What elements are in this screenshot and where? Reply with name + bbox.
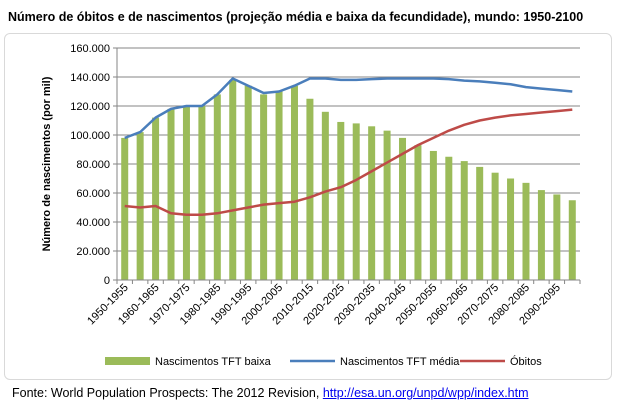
bar [383, 130, 391, 280]
y-tick-label: 40.000 [76, 217, 110, 229]
bar [476, 166, 484, 280]
y-tick-label: 60.000 [76, 188, 110, 200]
bar [537, 190, 545, 280]
bar [167, 108, 175, 281]
bar [275, 91, 283, 280]
y-tick-label: 100.000 [70, 130, 110, 142]
bar [121, 137, 129, 280]
y-tick-label: 0 [104, 275, 110, 287]
bar [507, 178, 515, 280]
bar [399, 137, 407, 280]
source-text: Fonte: World Population Prospects: The 2… [12, 386, 323, 400]
y-tick-label: 140.000 [70, 72, 110, 84]
legend-label: Nascimentos TFT baixa [155, 356, 272, 368]
bar [213, 94, 221, 281]
bar [152, 117, 160, 280]
bar [522, 182, 530, 280]
bar [491, 172, 499, 280]
chart-title: Número de óbitos e de nascimentos (proje… [8, 10, 584, 24]
bar [321, 111, 329, 280]
bar [460, 161, 468, 280]
source-note: Fonte: World Population Prospects: The 2… [12, 386, 529, 400]
bar [352, 123, 360, 281]
bar [568, 200, 576, 280]
bar [368, 126, 376, 280]
y-axis-label: Número de nascimentos (por mil) [41, 76, 53, 251]
y-tick-label: 20.000 [76, 246, 110, 258]
source-link[interactable]: http://esa.un.org/unpd/wpp/index.htm [322, 386, 529, 400]
bar [244, 85, 252, 280]
legend-swatch [105, 357, 150, 365]
bar [229, 79, 237, 281]
series-line [124, 108, 573, 216]
bar [445, 156, 453, 280]
bar [429, 150, 437, 280]
bar [198, 106, 206, 280]
y-tick-label: 120.000 [70, 101, 110, 113]
bar [260, 94, 268, 281]
bar [337, 121, 345, 280]
bar [136, 132, 144, 280]
y-tick-label: 80.000 [76, 159, 110, 171]
y-tick-label: 160.000 [70, 43, 110, 55]
bar [290, 85, 298, 280]
bar [182, 106, 190, 280]
legend-label: Nascimentos TFT média [340, 356, 460, 368]
bar [414, 145, 422, 280]
legend-label: Óbitos [510, 355, 542, 368]
bar [306, 98, 314, 280]
bar [553, 194, 561, 280]
series-line [124, 77, 573, 140]
chart-frame [4, 33, 612, 380]
